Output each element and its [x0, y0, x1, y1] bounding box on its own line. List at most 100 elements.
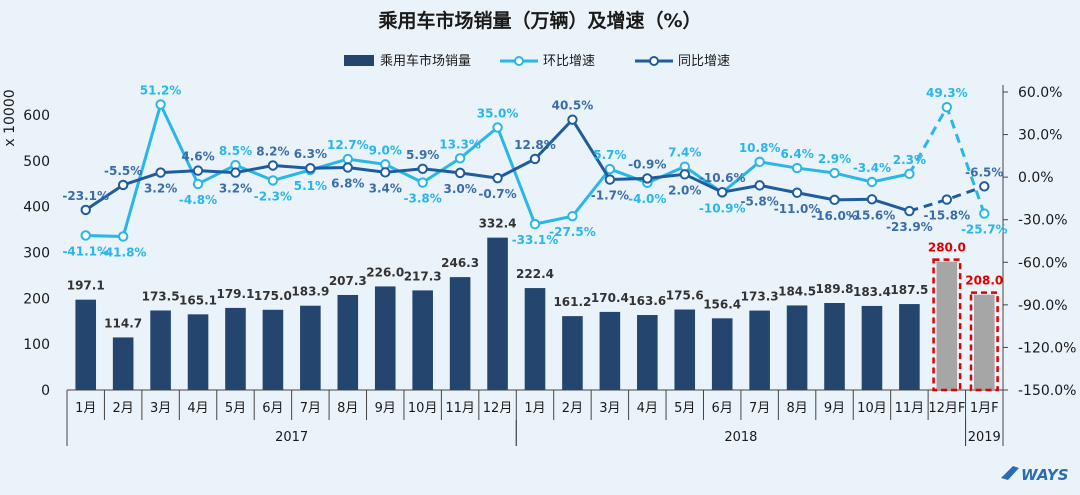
mom-point	[941, 101, 953, 113]
legend-marker-mom	[514, 56, 524, 66]
year-label: 2018	[724, 430, 757, 445]
sales-bars	[75, 237, 999, 392]
yoy-point	[417, 163, 428, 174]
yoy-point	[679, 169, 690, 180]
category-label: 11月	[895, 401, 925, 416]
legend-marker-yoy	[649, 56, 659, 66]
yoy-value-label: -0.9%	[628, 157, 666, 171]
sales-bar	[262, 309, 284, 390]
yoy-point	[230, 167, 241, 178]
mom-point	[155, 99, 166, 110]
legend-label-yoy: 同比增速	[678, 54, 730, 69]
sales-bar	[899, 304, 920, 390]
sales-value-label: 187.5	[890, 283, 928, 297]
yoy-value-label: -23.1%	[62, 189, 109, 203]
yoy-point	[979, 181, 990, 192]
sales-value-label: 189.8	[816, 282, 854, 296]
sales-value-label: 184.5	[778, 284, 816, 298]
yoy-value-label: 6.3%	[294, 147, 327, 161]
category-label: 2月	[113, 401, 134, 416]
category-label: 4月	[187, 401, 208, 416]
yoy-point	[117, 179, 129, 191]
sales-bar	[599, 311, 621, 390]
yoy-point	[941, 194, 953, 205]
mom-point	[454, 153, 466, 164]
sales-bar	[150, 310, 171, 390]
category-label: 2月	[562, 401, 583, 416]
yoy-point	[567, 114, 578, 125]
sales-bar	[300, 305, 321, 390]
brand-name: WAYS	[1021, 466, 1069, 484]
sales-bar	[112, 337, 134, 390]
sales-bar	[524, 288, 546, 390]
mom-value-label: -33.1%	[512, 233, 559, 247]
left-tick-label: 400	[23, 200, 50, 216]
sales-value-label: 332.4	[479, 217, 517, 231]
sales-value-label: 246.3	[441, 256, 479, 270]
category-label: 9月	[375, 401, 396, 416]
category-label: 7月	[749, 401, 770, 416]
yoy-point	[604, 174, 616, 185]
left-tick-label: 0	[41, 383, 50, 399]
mom-point	[267, 175, 279, 186]
category-label: 12月	[483, 401, 513, 416]
sales-value-label: 222.4	[516, 267, 554, 281]
brand-logo: WAYS	[1001, 466, 1069, 484]
legend-label-sales: 乘用车市场销量	[380, 53, 471, 69]
mom-value-label: -2.3%	[254, 189, 292, 203]
forecast-sales-bar	[973, 294, 995, 390]
category-label: 1月F	[970, 401, 999, 416]
category-label: 12月F	[928, 401, 965, 416]
yoy-value-label: 3.2%	[219, 182, 252, 196]
mom-value-label: -3.4%	[853, 161, 891, 175]
right-tick-label: 0.0%	[1018, 170, 1054, 186]
sales-value-label: 226.0	[366, 265, 404, 279]
category-label: 3月	[599, 401, 620, 416]
brand-mark-icon	[1001, 466, 1019, 480]
yoy-value-label: -1.7%	[591, 189, 629, 203]
mom-value-label: -4.8%	[179, 193, 217, 207]
mom-value-label: 10.8%	[739, 141, 781, 155]
mom-value-label: -27.5%	[549, 225, 596, 239]
mom-value-label: 9.0%	[369, 143, 402, 157]
yoy-value-label: 3.4%	[369, 181, 402, 195]
sales-bar	[337, 294, 359, 390]
yoy-value-label: -0.7%	[478, 187, 516, 201]
sales-value-label: 197.1	[67, 279, 105, 293]
mom-value-label: 7.4%	[668, 146, 701, 160]
sales-value-label: 163.6	[628, 294, 666, 308]
category-label: 9月	[824, 401, 845, 416]
mom-point	[417, 177, 428, 188]
sales-value-label: 165.1	[179, 293, 217, 307]
sales-value-label: 280.0	[928, 241, 966, 255]
sales-bar	[412, 290, 433, 390]
right-tick-label: 60.0%	[1018, 85, 1062, 101]
mom-point	[492, 122, 503, 133]
sales-bar	[449, 277, 471, 390]
category-label: 11月	[445, 401, 475, 416]
mom-value-label: 35.0%	[477, 106, 519, 120]
category-label: 8月	[786, 401, 807, 416]
mom-point	[567, 210, 578, 222]
mom-point	[829, 167, 840, 179]
mom-value-label: -4.0%	[628, 192, 666, 206]
yoy-value-label: -15.8%	[924, 209, 971, 223]
category-label: 1月	[524, 401, 545, 416]
yoy-value-label: 5.9%	[406, 148, 439, 162]
sales-bar	[749, 310, 770, 390]
sales-bar	[786, 305, 808, 390]
yoy-point	[305, 163, 316, 174]
sales-bar	[225, 307, 246, 390]
mom-value-label: 8.5%	[219, 144, 252, 158]
sales-bar	[75, 299, 97, 390]
sales-bar	[637, 315, 658, 390]
yoy-point	[754, 180, 765, 191]
year-label: 2019	[968, 430, 1001, 445]
yoy-value-label: -6.5%	[965, 165, 1003, 179]
sales-value-label: 114.7	[104, 316, 142, 330]
sales-value-label: 161.2	[553, 295, 591, 309]
sales-value-label: 173.3	[741, 290, 779, 304]
sales-bar	[487, 237, 508, 390]
category-axis: 1月 2月 3月 4月 5月 6月 7月 8月 9月 10月 11月 12月 1月 2月 3月 4月 5月 6月 7…	[66, 390, 1004, 446]
mom-value-label: 6.4%	[780, 147, 813, 161]
